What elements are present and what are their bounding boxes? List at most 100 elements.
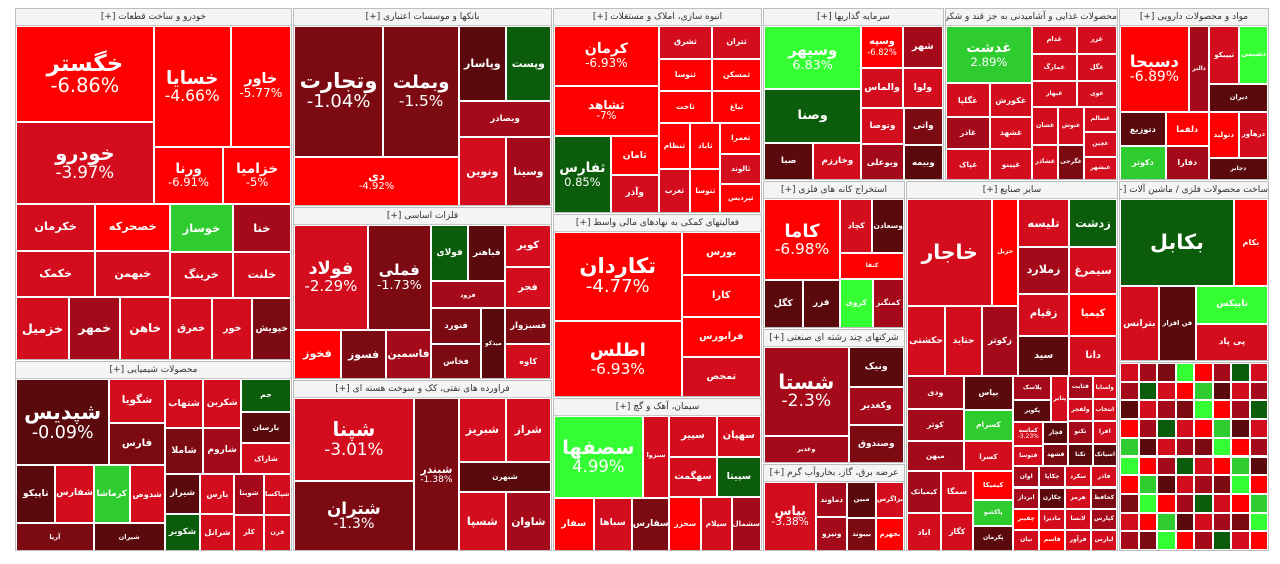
stock-tile-small[interactable] (1249, 419, 1268, 438)
stock-tile[interactable]: تکنا (1068, 443, 1093, 467)
stock-tile[interactable]: شاراک (240, 443, 291, 474)
stock-tile[interactable]: ثعمرا (720, 122, 761, 154)
stock-tile-small[interactable] (1175, 419, 1194, 438)
stock-tile[interactable]: ثتوسا (690, 169, 721, 212)
stock-tile[interactable]: مادیرا (1039, 508, 1066, 530)
stock-tile[interactable]: فخاس (430, 344, 482, 378)
sector-header-refinery[interactable]: فراورده های نفتی، کک و سوخت هسته ای [+] (294, 381, 551, 398)
stock-tile[interactable]: بیبوند (847, 517, 876, 550)
stock-tile[interactable]: لیارس (1091, 529, 1117, 550)
stock-tile-small[interactable] (1249, 512, 1268, 532)
stock-tile[interactable]: ثغرب (658, 169, 691, 212)
stock-tile-small[interactable] (1212, 363, 1231, 382)
stock-tile[interactable]: اسیاتک (1092, 443, 1117, 467)
stock-tile-small[interactable] (1138, 531, 1157, 550)
stock-tile[interactable]: ونیرو (816, 516, 848, 550)
stock-tile[interactable]: کلر (234, 514, 264, 550)
stock-tile-small[interactable] (1157, 419, 1176, 438)
stock-tile[interactable]: فارس (109, 422, 165, 466)
stock-tile[interactable]: چکارن (1039, 487, 1066, 509)
stock-tile[interactable]: غنوش (1058, 106, 1084, 145)
stock-tile[interactable]: ثتران (712, 26, 761, 60)
stock-tile[interactable]: خنا (232, 203, 291, 252)
stock-tile[interactable]: وغدیر (764, 436, 849, 462)
stock-tile[interactable]: شاوان (505, 492, 551, 550)
stock-tile[interactable]: ونوین (459, 137, 506, 205)
stock-tile-small[interactable] (1194, 363, 1213, 382)
stock-tile[interactable]: ثشرق (658, 26, 713, 60)
stock-tile-small[interactable] (1249, 400, 1268, 420)
stock-tile[interactable]: سبزوا (642, 416, 670, 498)
stock-tile-small[interactable] (1249, 437, 1268, 457)
stock-tile[interactable]: کیمیکا (973, 471, 1014, 500)
stock-tile[interactable]: میدکو (481, 308, 506, 378)
stock-tile[interactable]: فباهنر (468, 225, 506, 282)
stock-tile[interactable]: زقیام (1017, 293, 1070, 336)
stock-tile[interactable]: سیمرغ (1069, 247, 1117, 294)
stock-tile[interactable]: دلقما (1165, 111, 1209, 147)
stock-tile[interactable]: کماسه -3.23% (1013, 422, 1044, 446)
stock-tile-small[interactable] (1120, 493, 1139, 513)
stock-tile[interactable]: خکرمان (16, 203, 96, 252)
stock-tile[interactable]: وسعادن (872, 199, 904, 253)
stock-tile[interactable]: چکاپا (1039, 466, 1066, 488)
stock-tile[interactable]: غکورش (989, 83, 1032, 118)
stock-tile-small[interactable] (1231, 363, 1250, 382)
stock-tile[interactable]: بارس (200, 473, 235, 515)
stock-tile[interactable]: ثباغ (712, 91, 761, 123)
stock-tile[interactable]: والماس (861, 68, 903, 108)
stock-tile-small[interactable] (1231, 456, 1250, 476)
stock-tile-small[interactable] (1157, 400, 1176, 420)
stock-tile-small[interactable] (1138, 363, 1157, 382)
stock-tile-small[interactable] (1249, 381, 1268, 401)
stock-tile-small[interactable] (1120, 437, 1139, 457)
stock-tile[interactable]: شپنا -3.01% (294, 398, 414, 481)
stock-tile[interactable]: ولفجر (1068, 398, 1093, 422)
stock-tile[interactable]: نیان (1013, 529, 1040, 550)
stock-tile[interactable]: سیلام (701, 496, 732, 550)
stock-tile[interactable]: پکویر (1013, 400, 1052, 423)
stock-tile-small[interactable] (1249, 475, 1268, 494)
stock-tile[interactable]: کگاز (941, 513, 974, 550)
stock-tile[interactable]: بکام (1233, 199, 1268, 287)
stock-tile[interactable]: هرمز (1065, 487, 1092, 509)
stock-tile[interactable]: خگستر -6.86% (16, 26, 154, 123)
stock-tile-small[interactable] (1157, 531, 1176, 550)
stock-tile-small[interactable] (1175, 475, 1194, 494)
stock-tile[interactable]: وخارزم (813, 142, 862, 179)
stock-tile-small[interactable] (1194, 400, 1213, 420)
stock-tile[interactable]: وبوعلی (861, 144, 904, 179)
stock-tile-small[interactable] (1231, 437, 1250, 457)
stock-tile[interactable]: شتران -1.3% (294, 480, 414, 550)
stock-tile[interactable]: دماوند (816, 482, 848, 517)
sector-header-pharma[interactable]: مواد و محصولات دارویی [+] (1120, 9, 1268, 26)
stock-tile[interactable]: وکغدیر (848, 386, 904, 426)
stock-tile[interactable]: ثامان (610, 136, 659, 176)
stock-tile[interactable]: بزاگرس (875, 482, 904, 518)
sector-header-multi[interactable]: شرکتهای چند رشته ای صنعتی [+] (764, 330, 904, 347)
stock-tile-small[interactable] (1138, 400, 1157, 420)
stock-tile-small[interactable] (1231, 493, 1250, 513)
stock-tile[interactable]: زکوثر (982, 306, 1018, 377)
stock-tile[interactable]: دی -4.92% (294, 156, 460, 205)
stock-tile-small[interactable] (1175, 400, 1194, 420)
sector-header-food[interactable]: محصولات غذایی و آشامیدنی به جز قند و شکر… (946, 9, 1117, 26)
stock-tile-small[interactable] (1175, 512, 1194, 532)
stock-tile-small[interactable] (1231, 512, 1250, 532)
stock-tile[interactable]: سصفها 4.99% (554, 416, 643, 498)
stock-tile[interactable]: کارا (681, 274, 761, 317)
stock-tile[interactable]: سهپان (716, 416, 761, 458)
stock-tile-small[interactable] (1212, 475, 1231, 494)
stock-tile[interactable]: صبا (764, 142, 814, 179)
stock-tile-small[interactable] (1194, 419, 1213, 438)
stock-tile[interactable]: شتهاب (164, 379, 204, 428)
stock-tile[interactable]: آریا (16, 523, 94, 550)
stock-tile-small[interactable] (1120, 363, 1139, 382)
stock-tile[interactable]: فزر (802, 280, 840, 327)
stock-tile[interactable]: کوثر (907, 409, 964, 442)
stock-tile[interactable]: درهآور (1238, 111, 1268, 159)
stock-tile[interactable]: فملی -1.73% (367, 225, 431, 330)
stock-tile[interactable]: کنقا (840, 252, 904, 279)
stock-tile[interactable]: فخوز (294, 329, 341, 378)
stock-tile[interactable]: فولای (430, 225, 469, 282)
